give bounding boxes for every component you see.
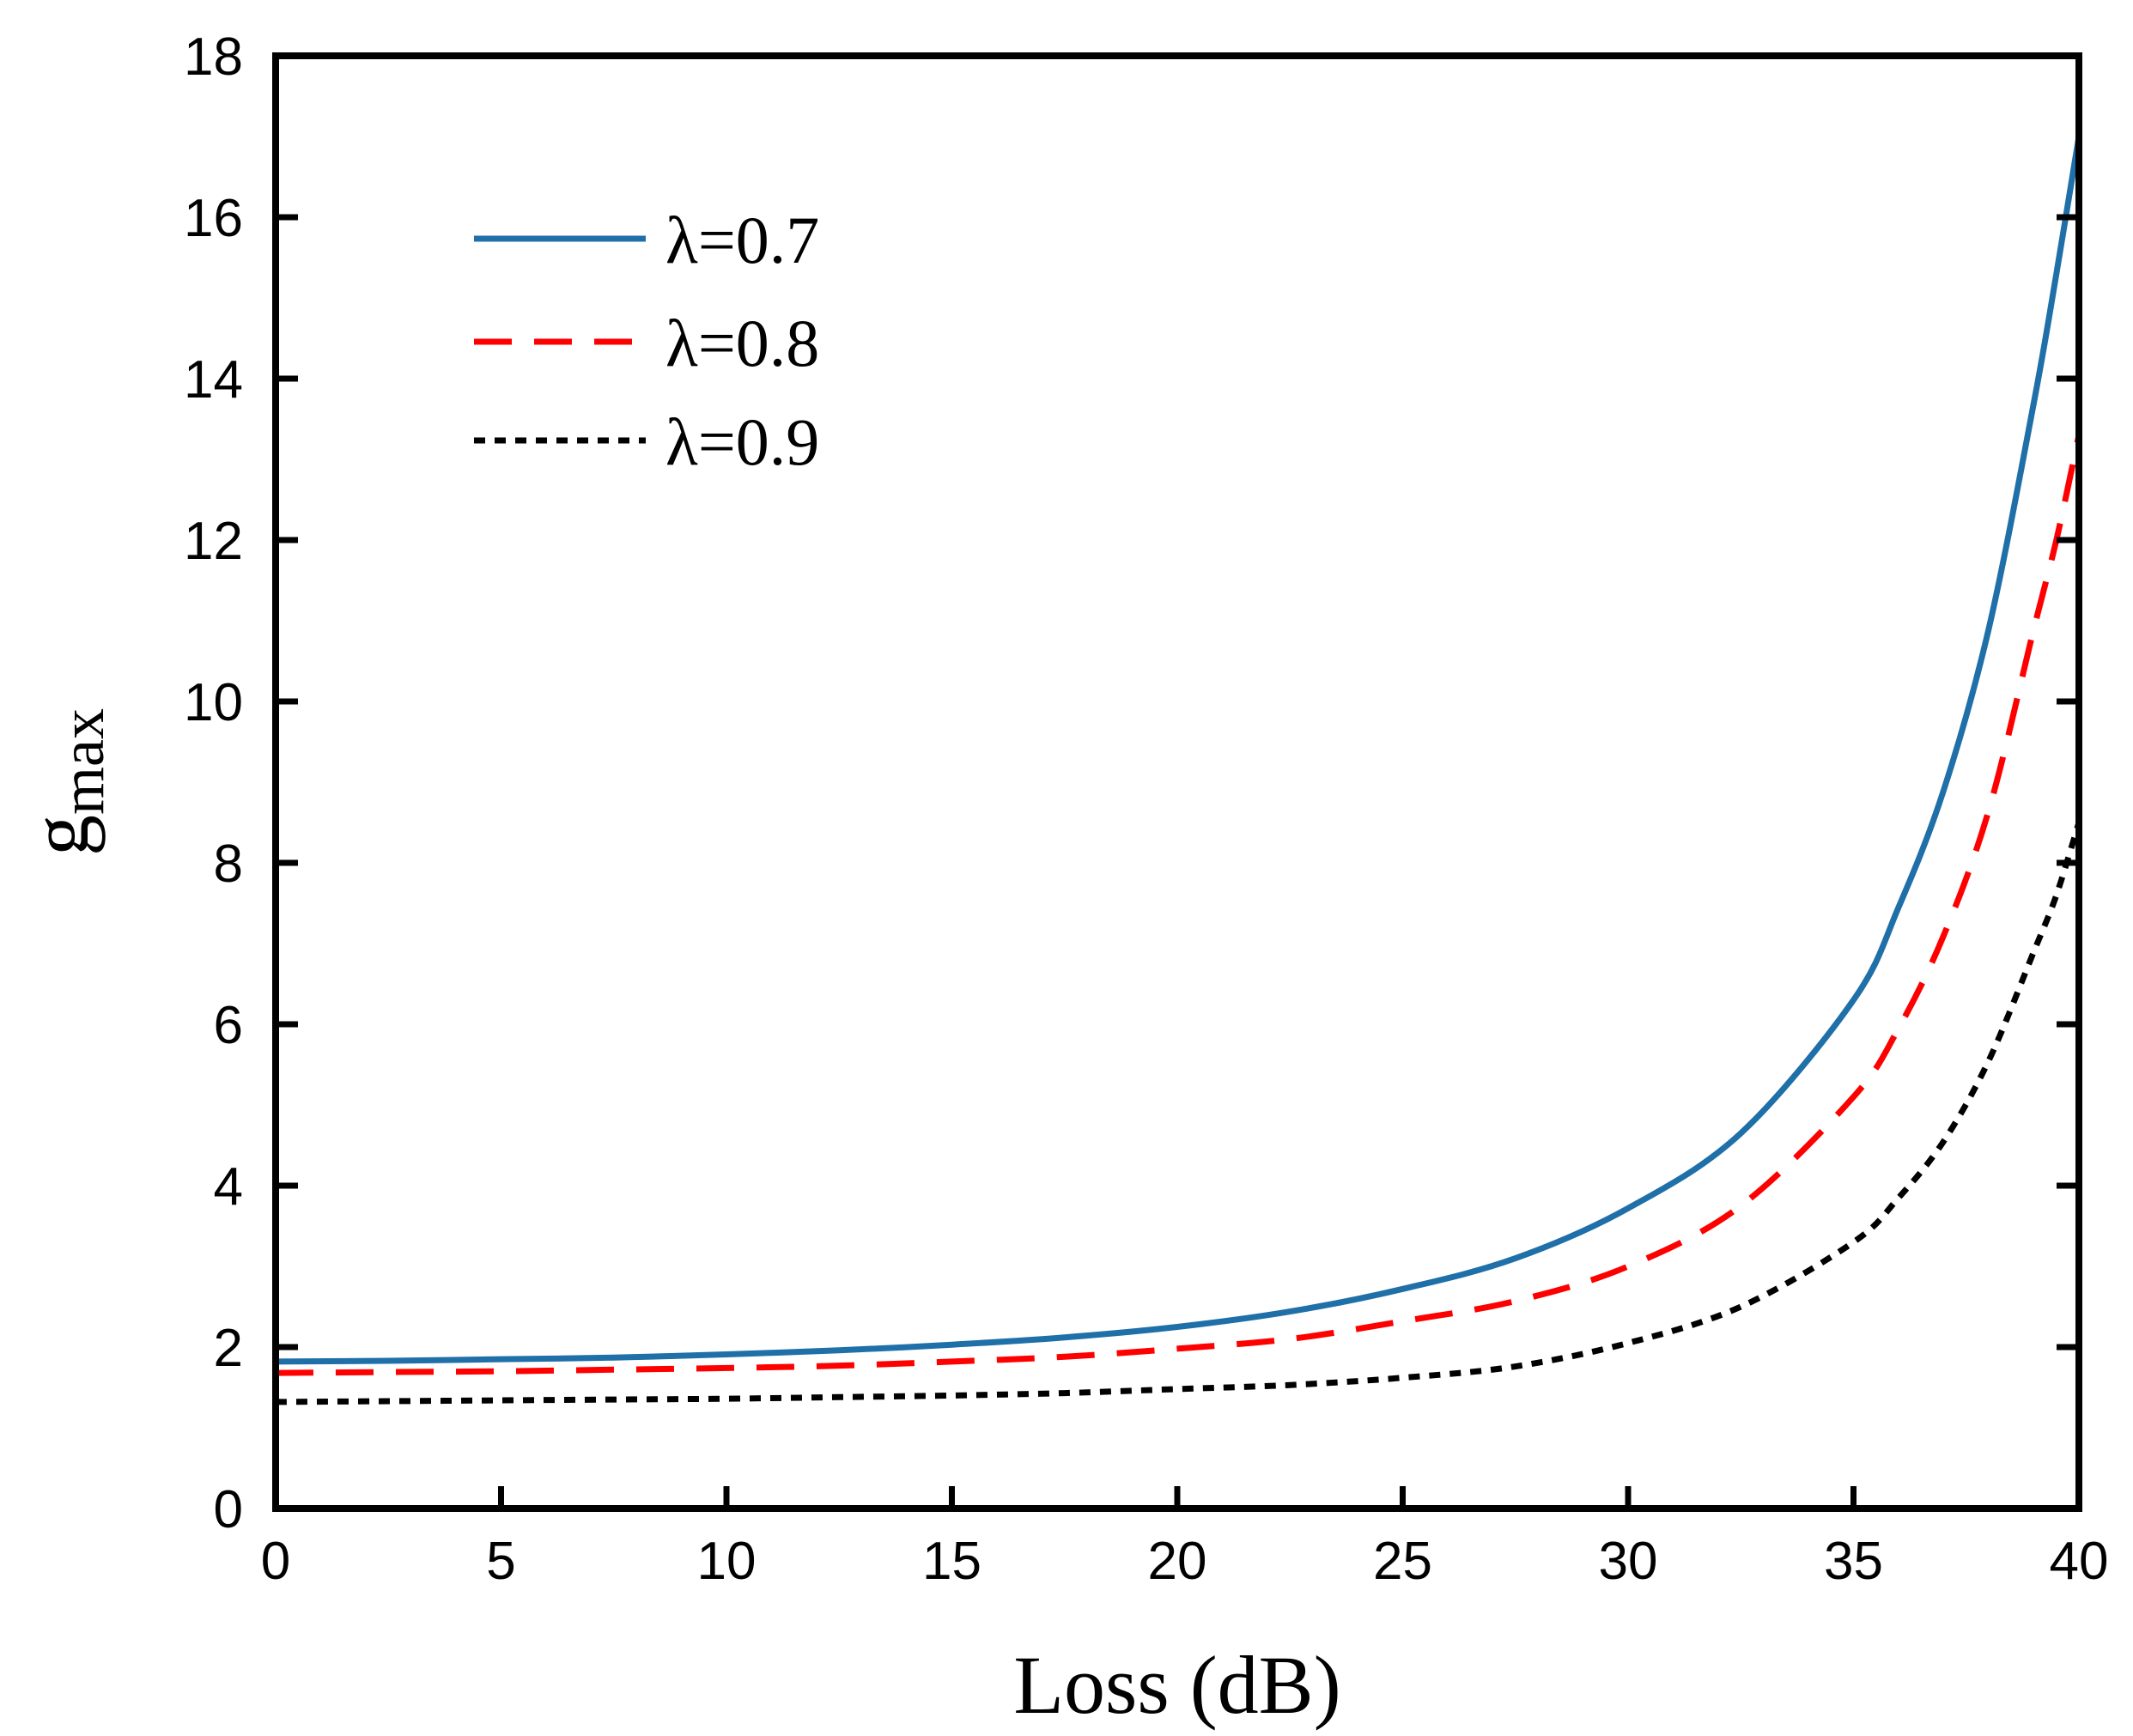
legend-label-3: λ=0.9 <box>665 404 819 479</box>
series-line-2 <box>275 434 2082 1376</box>
x-tick-label: 30 <box>1599 1532 1658 1591</box>
legend-label-1: λ=0.7 <box>665 203 819 277</box>
series-layer <box>275 136 2082 1405</box>
plot-frame <box>272 52 2082 1512</box>
x-tick-label: 5 <box>486 1532 515 1591</box>
y-tick-label: 0 <box>214 1480 243 1539</box>
x-tick-label: 10 <box>697 1532 757 1591</box>
y-tick-label: 12 <box>184 512 243 571</box>
y-axis-title: gmax <box>14 708 117 856</box>
y-tick-label: 4 <box>214 1157 243 1217</box>
tick-layer: 0 5 10 15 20 25 30 35 40 0 2 4 6 8 10 12 14 16 18 <box>184 27 2108 1591</box>
series-line-1 <box>275 136 2082 1365</box>
x-tick-label: 25 <box>1373 1532 1432 1591</box>
y-axis-title-subscript: max <box>48 708 117 815</box>
y-tick-label: 16 <box>184 189 243 248</box>
y-axis-title-base: g <box>14 815 106 856</box>
series-line-3 <box>275 821 2082 1405</box>
x-tick-label: 20 <box>1148 1532 1207 1591</box>
x-axis-title: Loss (dB) <box>1013 1639 1340 1731</box>
x-tick-label: 40 <box>2050 1532 2109 1591</box>
x-tick-label: 15 <box>922 1532 981 1591</box>
x-tick-label: 0 <box>261 1532 290 1591</box>
y-tick-label: 10 <box>184 673 243 732</box>
y-tick-label: 18 <box>184 27 243 87</box>
y-tick-label: 14 <box>184 350 243 410</box>
legend-label-2: λ=0.8 <box>665 306 819 380</box>
y-tick-label: 6 <box>214 996 243 1055</box>
y-tick-label: 8 <box>214 835 243 894</box>
y-tick-label: 2 <box>214 1319 243 1378</box>
legend: λ=0.7 λ=0.8 λ=0.9 <box>474 203 819 479</box>
x-tick-label: 35 <box>1824 1532 1883 1591</box>
